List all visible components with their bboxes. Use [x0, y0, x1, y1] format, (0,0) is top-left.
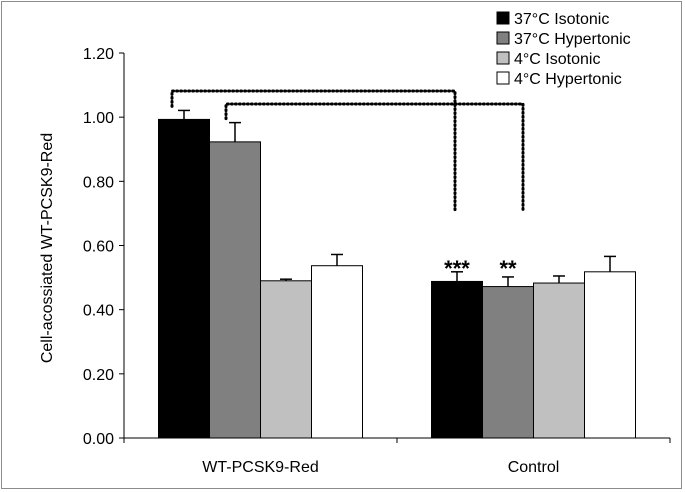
- significance-label: **: [499, 256, 517, 281]
- legend-label: 37°C Hypertonic: [514, 31, 631, 48]
- x-category-label: Control: [508, 459, 560, 476]
- y-tick-label: 1.00: [83, 110, 114, 127]
- bar: [584, 271, 636, 439]
- y-axis-title: Cell-acossiated WT-PCSK9-Red: [39, 133, 56, 363]
- bar: [482, 286, 534, 439]
- bar: [158, 118, 210, 439]
- chart-legend: 37°C Isotonic 37°C Hypertonic 4°C Isotonic…: [496, 11, 631, 88]
- significance-bracket: [170, 89, 457, 212]
- y-tick-label: 1.20: [83, 46, 114, 63]
- legend-label: 4°C Hypertonic: [514, 71, 622, 88]
- chart-bars: [158, 109, 636, 439]
- y-tick-label: 0.80: [83, 174, 114, 191]
- legend-swatch: [496, 51, 510, 65]
- legend-swatch: [496, 11, 510, 25]
- legend-swatch: [496, 31, 510, 45]
- y-tick-label: 0.20: [83, 367, 114, 384]
- chart-axes: 0.00 0.20 0.40 0.60 0.80 1.00 1.20 WT-PCSK9-Red…: [83, 46, 671, 476]
- bar: [209, 141, 261, 439]
- x-category-label: WT-PCSK9-Red: [202, 459, 318, 476]
- significance-annotations: *** **: [170, 89, 525, 281]
- legend-label: 4°C Isotonic: [514, 51, 600, 68]
- bar: [431, 280, 483, 439]
- y-tick-label: 0.40: [83, 303, 114, 320]
- y-tick-label: 0.00: [83, 431, 114, 448]
- legend-swatch: [496, 71, 510, 85]
- y-tick-label: 0.60: [83, 239, 114, 256]
- bar: [533, 282, 585, 439]
- bar: [260, 280, 312, 439]
- significance-bracket: [224, 102, 525, 212]
- bar: [311, 265, 363, 439]
- legend-label: 37°C Isotonic: [514, 11, 609, 28]
- significance-label: ***: [444, 256, 470, 281]
